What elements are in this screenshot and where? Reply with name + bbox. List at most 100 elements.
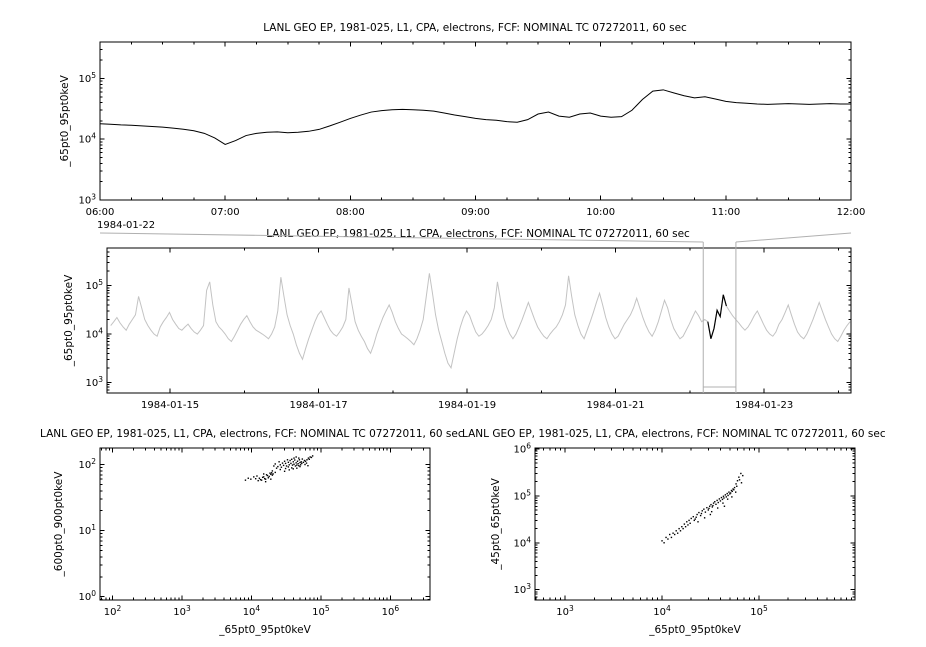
scatter-point <box>292 468 294 470</box>
scatter-point <box>729 492 732 494</box>
scatter-point <box>273 465 275 467</box>
scatter-point <box>731 496 733 498</box>
scatter-point <box>716 499 718 502</box>
scatter-point <box>740 472 742 475</box>
scatter-point <box>283 460 286 462</box>
plot-frame <box>99 41 852 201</box>
log-tick-label: 104 <box>243 604 261 618</box>
scatter-point <box>661 540 663 542</box>
scatter-point <box>299 465 301 468</box>
log-tick-label: 105 <box>85 278 103 292</box>
plot-title: LANL GEO EP, 1981-025, L1, CPA, electron… <box>40 428 464 440</box>
scatter-point <box>732 488 734 490</box>
x-tick-label: 12:00 <box>837 207 866 218</box>
scatter-point <box>670 536 673 539</box>
y-axis-label: _65pt0_95pt0keV <box>63 274 75 367</box>
scatter-point <box>266 474 269 477</box>
scatter-point <box>733 489 735 491</box>
scatter-point <box>275 467 278 469</box>
scatter-point <box>289 459 291 462</box>
scatter-point <box>718 498 721 500</box>
scatter-point <box>709 513 712 516</box>
scatter-point <box>710 503 712 506</box>
scatter-point <box>260 479 263 481</box>
scatter-point <box>722 495 725 497</box>
scatter-point <box>247 477 249 479</box>
scatter-point <box>284 467 287 470</box>
scatter-point <box>676 532 679 534</box>
plot-frame <box>106 247 852 394</box>
scatter-point <box>687 524 689 526</box>
scatter-point <box>301 462 303 465</box>
scatter-point <box>699 514 702 517</box>
log-tick-label: 103 <box>85 375 103 389</box>
scatter-point <box>684 526 687 528</box>
zoom-connector-line <box>735 232 852 243</box>
log-tick-label: 102 <box>78 457 96 471</box>
zoom-selection-box[interactable] <box>702 242 737 393</box>
scatter-point <box>726 498 729 500</box>
scatter-point <box>690 517 692 520</box>
scatter-point <box>274 471 276 474</box>
scatter-point <box>712 504 714 507</box>
y-axis-label: _600pt0_900pt0keV <box>53 471 65 578</box>
scatter-points <box>661 472 744 544</box>
scatter-point <box>728 491 730 493</box>
x-tick-label: 10:00 <box>586 207 615 218</box>
scatter-point <box>738 476 740 478</box>
scatter-point <box>278 461 280 463</box>
scatter-point <box>726 492 728 495</box>
scatter-point <box>707 509 709 511</box>
scatter-point <box>738 479 741 481</box>
scatter-points <box>244 455 314 483</box>
scatter-point <box>303 459 306 462</box>
scatter-point <box>692 515 694 518</box>
scatter-point <box>293 463 295 465</box>
scatter-point <box>663 542 665 544</box>
scatter-point <box>296 467 298 469</box>
scatter-45-65-panel: 103 104 105 106 103 104 105 LANL GEO EP, 1981-0… <box>462 428 886 636</box>
scatter-point <box>269 472 271 474</box>
scatter-point <box>254 478 257 480</box>
scatter-point <box>283 470 286 472</box>
scatter-point <box>703 508 705 510</box>
x-tick-label: 1984-01-17 <box>290 400 348 411</box>
data-series-line <box>99 89 851 146</box>
scatter-point <box>723 505 726 507</box>
scatter-point <box>262 476 265 478</box>
zoom-connector-line <box>99 232 704 243</box>
scatter-point <box>712 502 715 504</box>
scatter-point <box>300 461 302 463</box>
x-tick-label: 1984-01-15 <box>141 400 199 411</box>
scatter-point <box>722 502 724 504</box>
scatter-point <box>310 456 313 459</box>
data-series-line <box>110 273 851 370</box>
log-tick-label: 105 <box>750 604 768 618</box>
scatter-point <box>295 456 297 458</box>
scatter-point <box>295 462 297 464</box>
log-tick-label: 105 <box>312 604 330 618</box>
log-tick-label: 105 <box>78 71 96 85</box>
log-tick-label: 104 <box>78 132 96 146</box>
scatter-point <box>257 479 259 482</box>
scatter-point <box>285 465 288 467</box>
scatter-point <box>264 478 267 480</box>
scatter-point <box>682 527 684 530</box>
scatter-point <box>299 464 302 466</box>
plot-frame <box>99 447 431 601</box>
scatter-point <box>725 496 727 498</box>
plot-title: LANL GEO EP, 1981-025, L1, CPA, electron… <box>263 22 687 34</box>
scatter-point <box>291 458 293 460</box>
scatter-point <box>294 459 296 461</box>
scatter-point <box>279 468 281 471</box>
scatter-point <box>715 503 717 506</box>
scatter-point <box>291 467 293 469</box>
scatter-point <box>727 494 729 497</box>
scatter-point <box>282 464 285 467</box>
scatter-point <box>698 511 700 514</box>
scatter-point <box>272 473 274 475</box>
scatter-point <box>271 470 274 472</box>
scatter-point <box>681 526 683 528</box>
scatter-point <box>700 512 703 515</box>
scatter-point <box>736 485 738 487</box>
